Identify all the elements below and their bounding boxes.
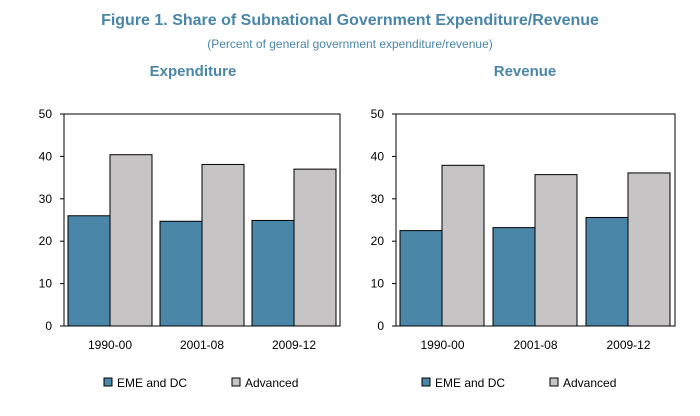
y-tick-label: 20: [371, 234, 385, 248]
bar-advanced-1: [441, 164, 485, 327]
y-tick-label: 0: [377, 319, 384, 333]
bar-advanced-3: [293, 168, 337, 327]
legend-label-advanced: Advanced: [245, 376, 298, 390]
bar-advanced-1: [109, 154, 153, 327]
y-tick-label: 10: [371, 277, 385, 291]
bar-eme-dc-1: [399, 230, 443, 327]
legend-label-eme-dc: EME and DC: [435, 376, 505, 390]
chart-panel-1: Expenditure 0 10 20 30 40 50 1990-00 2001-08 2009…: [39, 63, 341, 390]
panel-title: Expenditure: [150, 63, 237, 80]
y-tick-label: 40: [371, 149, 385, 163]
legend-swatch-advanced: [231, 377, 241, 387]
x-tick-label: 1990-00: [420, 338, 464, 352]
chart-panel-2: Revenue 0 10 20 30 40 50 1990-00 2001-08 2009-12 E…: [371, 63, 676, 390]
bar-advanced-2: [534, 174, 578, 327]
x-tick-label: 2009-12: [606, 338, 650, 352]
y-tick-label: 30: [371, 192, 385, 206]
x-tick-label: 2001-08: [180, 338, 224, 352]
y-tick-label: 30: [39, 192, 53, 206]
y-tick-label: 20: [39, 234, 53, 248]
bar-eme-dc-3: [251, 219, 295, 327]
legend-label-advanced: Advanced: [563, 376, 616, 390]
legend-swatch-eme-dc: [103, 377, 113, 387]
y-tick-label: 50: [39, 107, 53, 121]
y-tick-label: 40: [39, 149, 53, 163]
y-tick-label: 50: [371, 107, 385, 121]
figure-subtitle: (Percent of general government expenditu…: [207, 37, 493, 51]
legend-swatch-eme-dc: [421, 377, 431, 387]
bar-eme-dc-2: [159, 220, 203, 327]
bar-eme-dc-1: [67, 215, 111, 327]
x-tick-label: 2009-12: [272, 338, 316, 352]
legend-label-eme-dc: EME and DC: [117, 376, 187, 390]
panel-title: Revenue: [494, 63, 557, 80]
bar-eme-dc-3: [585, 216, 629, 327]
legend-swatch-advanced: [549, 377, 559, 387]
figure-title: Figure 1. Share of Subnational Governmen…: [101, 12, 599, 29]
x-tick-label: 1990-00: [88, 338, 132, 352]
bar-eme-dc-2: [492, 227, 536, 327]
y-tick-label: 0: [45, 319, 52, 333]
bar-advanced-2: [201, 163, 245, 327]
x-tick-label: 2001-08: [513, 338, 557, 352]
y-tick-label: 10: [39, 277, 53, 291]
bar-advanced-3: [627, 172, 671, 327]
